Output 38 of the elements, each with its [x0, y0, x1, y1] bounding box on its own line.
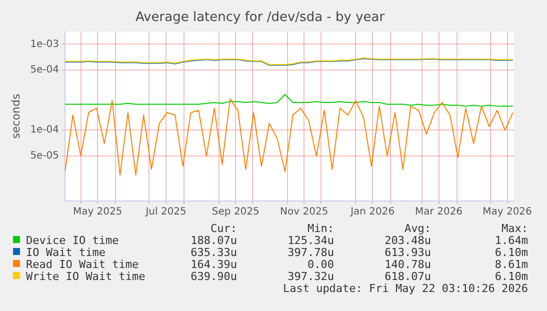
x-tick-label: Nov 2025	[280, 206, 328, 218]
text: 140.78u	[384, 258, 431, 271]
legend-label: Device IO time	[26, 234, 119, 247]
y-tick-label: 5e-05	[30, 150, 60, 162]
x-tick-label: Jul 2025	[144, 206, 186, 218]
y-tick-label: 5e-04	[30, 64, 60, 76]
text: Last update: Fri May 22 03:10:26 2026	[282, 282, 528, 295]
text: Min:	[306, 222, 334, 235]
x-tick-label: Sep 2025	[212, 206, 260, 218]
text: 618.07u	[384, 270, 431, 283]
x-tick-label: Mar 2026	[415, 206, 463, 218]
text: 203.48u	[384, 234, 431, 247]
text: 6.10m	[494, 270, 528, 283]
text: 164.39u	[190, 258, 237, 271]
y-tick-label: 1e-04	[30, 124, 60, 136]
text: 635.33u	[190, 246, 237, 259]
text: 639.90u	[190, 270, 237, 283]
x-tick-label: May 2026	[482, 206, 532, 218]
text: Max:	[500, 222, 528, 235]
text: 613.93u	[384, 246, 431, 259]
text: 8.61m	[494, 258, 528, 271]
text: 125.34u	[286, 234, 334, 247]
text: Avg:	[404, 222, 431, 235]
text: Cur:	[210, 222, 237, 235]
x-tick-label: May 2025	[72, 206, 122, 218]
text: 188.07u	[190, 234, 237, 247]
text: 397.78u	[286, 246, 334, 259]
text: 1.64m	[494, 234, 528, 247]
x-tick-label: Jan 2026	[350, 206, 395, 218]
legend-label: IO Wait time	[26, 246, 106, 259]
chart-title: Average latency for /dev/sda - by year	[135, 10, 386, 26]
y-axis-title: seconds	[9, 94, 22, 139]
text: 397.32u	[286, 270, 334, 283]
legend-label: Read IO Wait time	[26, 258, 139, 271]
legend-label: Write IO Wait time	[26, 270, 146, 283]
y-tick-label: 1e-03	[30, 38, 60, 50]
text: 6.10m	[494, 246, 528, 259]
text: 0.00	[306, 258, 334, 271]
